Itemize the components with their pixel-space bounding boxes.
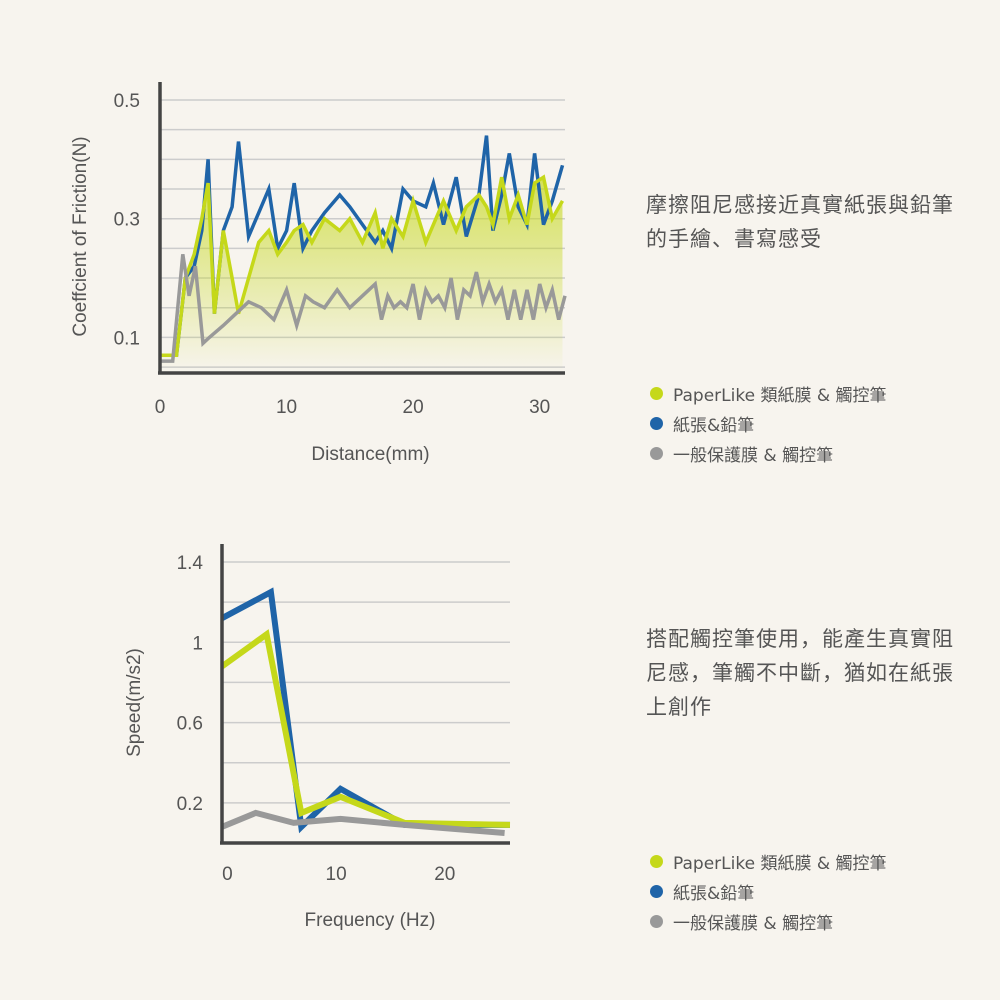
y-tick-label: 0.2 [177,794,203,815]
legend-item-normal: 一般保護膜 & 觸控筆 [650,438,887,468]
legend-dot-green [650,854,663,868]
green-area-fill [160,177,563,373]
x-tick-label: 0 [222,864,233,885]
friction-caption: 摩擦阻尼感接近真實紙張與鉛筆的手繪、書寫感受 [646,193,954,251]
legend-label: 一般保護膜 & 觸控筆 [673,913,834,934]
friction-legend: PaperLike 類紙膜 & 觸控筆 紙張&鉛筆 一般保護膜 & 觸控筆 [650,378,887,468]
x-tick-labels: 0 10 20 30 [155,397,551,418]
y-tick-label: 0.6 [177,714,203,735]
legend-dot-gray [650,446,663,460]
y-tick-labels: 0.1 0.3 0.5 [114,91,140,349]
y-tick-label: 0.5 [114,91,140,112]
series-line-paperlike [220,629,511,828]
friction-chart: 0.1 0.3 0.5 0 10 20 30 Distance(mm) Coeffcien… [70,82,567,465]
legend-label: 紙張&鉛筆 [673,883,755,904]
legend-item-paper: 紙張&鉛筆 [650,408,887,438]
x-tick-label: 30 [529,397,550,418]
x-axis-title: Frequency (Hz) [305,910,436,931]
x-tick-label: 10 [326,864,347,885]
speed-caption: 搭配觸控筆使用，能產生真實阻尼感，筆觸不中斷，猶如在紙張上創作 [646,627,954,719]
y-axis-title: Coeffcient of Friction(N) [70,136,91,336]
speed-legend: PaperLike 類紙膜 & 觸控筆 紙張&鉛筆 一般保護膜 & 觸控筆 [650,846,887,936]
legend-item-normal: 一般保護膜 & 觸控筆 [650,906,887,936]
y-axis-title: Speed(m/s2) [124,648,145,757]
x-axis-title: Distance(mm) [311,444,429,465]
series-line-paperlike [160,174,565,357]
legend-label: 一般保護膜 & 觸控筆 [673,445,834,466]
x-tick-label: 20 [434,864,455,885]
y-tick-label: 0.1 [114,328,140,349]
series-line-paper-pencil [220,587,510,834]
series-lines [220,587,511,836]
speed-chart: 0.2 0.6 1 1.4 0 10 20 Frequency (Hz) Speed(m/… [124,544,511,931]
series-lines [160,135,567,363]
series-line-normal-film [220,809,505,836]
legend-dot-gray [650,914,663,928]
y-tick-label: 1 [192,633,203,654]
x-tick-labels: 0 10 20 [222,864,455,885]
legend-item-paperlike: PaperLike 類紙膜 & 觸控筆 [650,378,887,408]
legend-item-paperlike: PaperLike 類紙膜 & 觸控筆 [650,846,887,876]
legend-item-paper: 紙張&鉛筆 [650,876,887,906]
y-tick-label: 0.3 [114,210,140,231]
legend-dot-blue [650,416,663,430]
x-tick-label: 10 [276,397,297,418]
legend-label: PaperLike 類紙膜 & 觸控筆 [673,385,887,406]
y-tick-labels: 0.2 0.6 1 1.4 [177,553,204,815]
x-tick-label: 0 [155,397,166,418]
legend-label: 紙張&鉛筆 [673,415,755,436]
x-tick-label: 20 [403,397,424,418]
legend-label: PaperLike 類紙膜 & 觸控筆 [673,853,887,874]
legend-dot-blue [650,884,663,898]
y-tick-label: 1.4 [177,553,204,574]
legend-dot-green [650,386,663,400]
series-line-normal-film [160,254,567,363]
